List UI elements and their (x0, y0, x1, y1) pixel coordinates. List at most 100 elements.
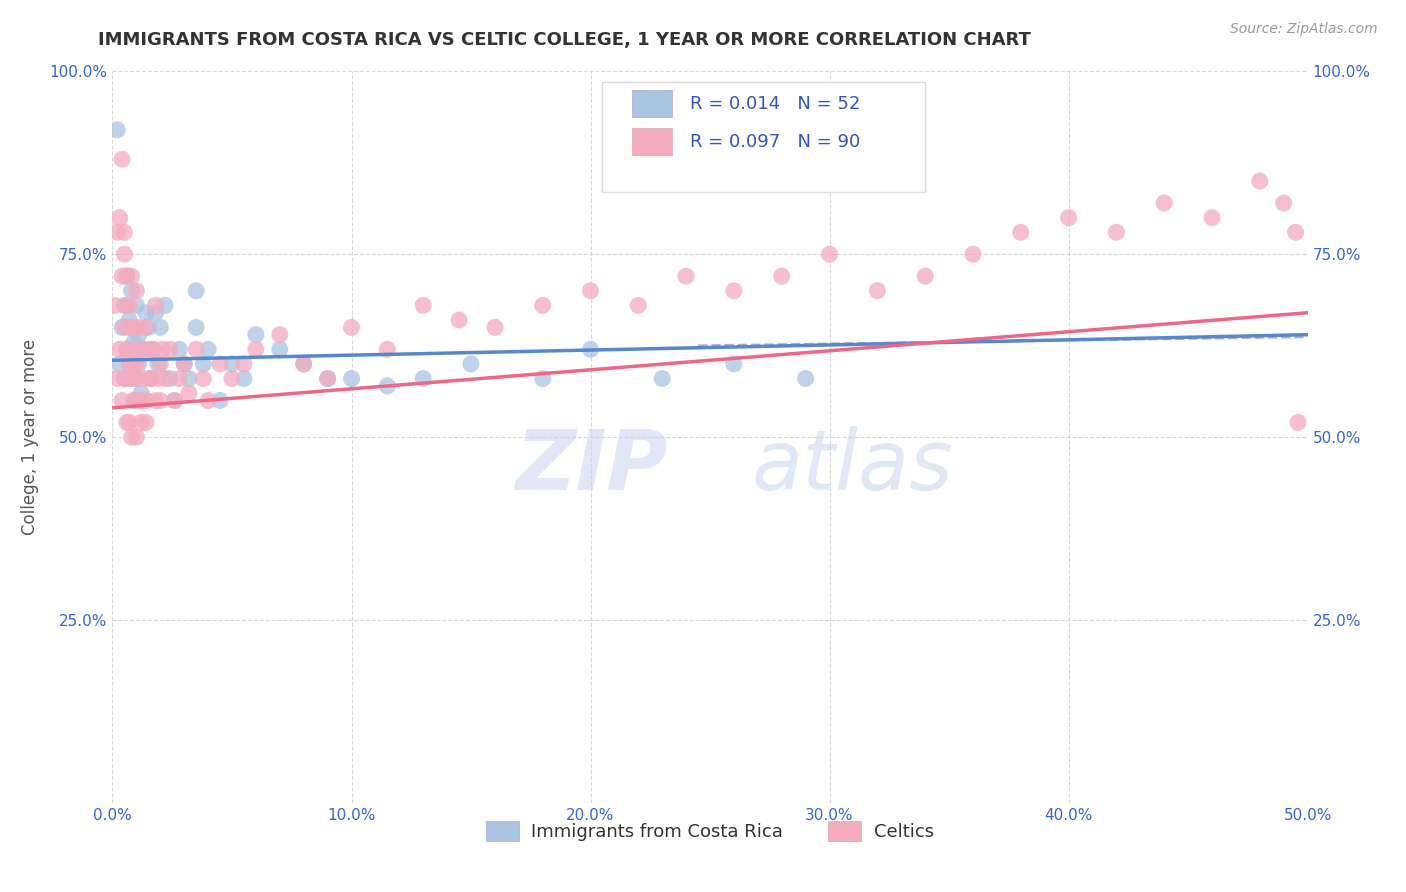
Point (125, 298, 148, 312)
Point (1105, 225, 1128, 239)
Point (132, 343, 155, 357)
Text: R = 0.014   N = 52: R = 0.014 N = 52 (690, 95, 860, 112)
Point (169, 343, 191, 357)
Point (135, 393, 157, 408)
Point (121, 284, 143, 298)
Point (135, 320, 157, 334)
Point (115, 343, 138, 357)
Point (142, 343, 165, 357)
Point (149, 320, 172, 334)
Point (122, 334, 145, 349)
Point (121, 371, 143, 385)
Legend: Immigrants from Costa Rica, Celtics: Immigrants from Costa Rica, Celtics (479, 814, 941, 848)
Point (111, 152, 134, 166)
Point (245, 327, 267, 342)
Y-axis label: College, 1 year or more: College, 1 year or more (21, 339, 38, 535)
Point (159, 371, 181, 385)
Point (122, 393, 145, 408)
Point (115, 269, 138, 284)
Point (1286, 416, 1309, 430)
Point (866, 284, 889, 298)
Point (177, 386, 200, 401)
Point (115, 298, 138, 312)
Point (316, 371, 339, 385)
Point (197, 393, 219, 408)
Text: ZIP: ZIP (516, 425, 668, 507)
Point (114, 225, 135, 239)
Point (579, 284, 602, 298)
Point (149, 393, 172, 408)
Point (125, 371, 148, 385)
Point (579, 343, 602, 357)
Point (651, 371, 673, 385)
Point (233, 371, 256, 385)
Point (108, 357, 131, 371)
Point (209, 357, 232, 371)
Point (118, 357, 141, 371)
Point (159, 343, 181, 357)
Point (129, 416, 152, 430)
Point (675, 269, 697, 284)
Point (129, 393, 152, 408)
Point (118, 313, 141, 327)
Point (186, 343, 208, 357)
Point (377, 379, 399, 393)
Point (114, 298, 135, 312)
Point (269, 343, 291, 357)
Point (412, 371, 434, 385)
Point (818, 247, 841, 261)
Point (121, 430, 143, 444)
Point (233, 357, 256, 371)
Point (794, 371, 817, 385)
Point (104, 298, 127, 312)
Point (114, 371, 135, 385)
Point (145, 298, 167, 312)
Point (723, 357, 745, 371)
Point (114, 320, 135, 334)
Text: Source: ZipAtlas.com: Source: ZipAtlas.com (1230, 22, 1378, 37)
Point (121, 343, 143, 357)
Point (128, 393, 150, 408)
Point (177, 371, 200, 385)
Point (193, 371, 215, 385)
Point (245, 343, 267, 357)
Point (125, 430, 148, 444)
Point (962, 247, 984, 261)
Point (132, 371, 155, 385)
Point (169, 371, 191, 385)
Point (1285, 225, 1308, 239)
Point (122, 357, 145, 371)
Point (1057, 211, 1080, 225)
Point (128, 327, 150, 342)
Point (153, 371, 176, 385)
Point (193, 357, 215, 371)
Point (142, 343, 165, 357)
Bar (633, 128, 672, 155)
Point (531, 298, 554, 312)
Point (146, 357, 169, 371)
Point (125, 284, 148, 298)
Point (269, 327, 291, 342)
Point (108, 343, 131, 357)
Point (340, 371, 363, 385)
Point (128, 320, 150, 334)
Point (627, 298, 650, 312)
Point (152, 343, 174, 357)
Point (115, 343, 138, 357)
Point (146, 371, 169, 385)
Point (153, 298, 176, 312)
Point (138, 343, 160, 357)
Point (914, 269, 936, 284)
Point (149, 357, 172, 371)
Point (105, 371, 128, 385)
Point (121, 269, 143, 284)
Point (105, 225, 128, 239)
Point (122, 320, 145, 334)
Text: R = 0.097   N = 90: R = 0.097 N = 90 (690, 133, 860, 151)
Point (118, 416, 141, 430)
Point (125, 357, 148, 371)
Point (447, 313, 470, 327)
Point (129, 343, 152, 357)
Point (186, 320, 208, 334)
Point (221, 371, 243, 385)
